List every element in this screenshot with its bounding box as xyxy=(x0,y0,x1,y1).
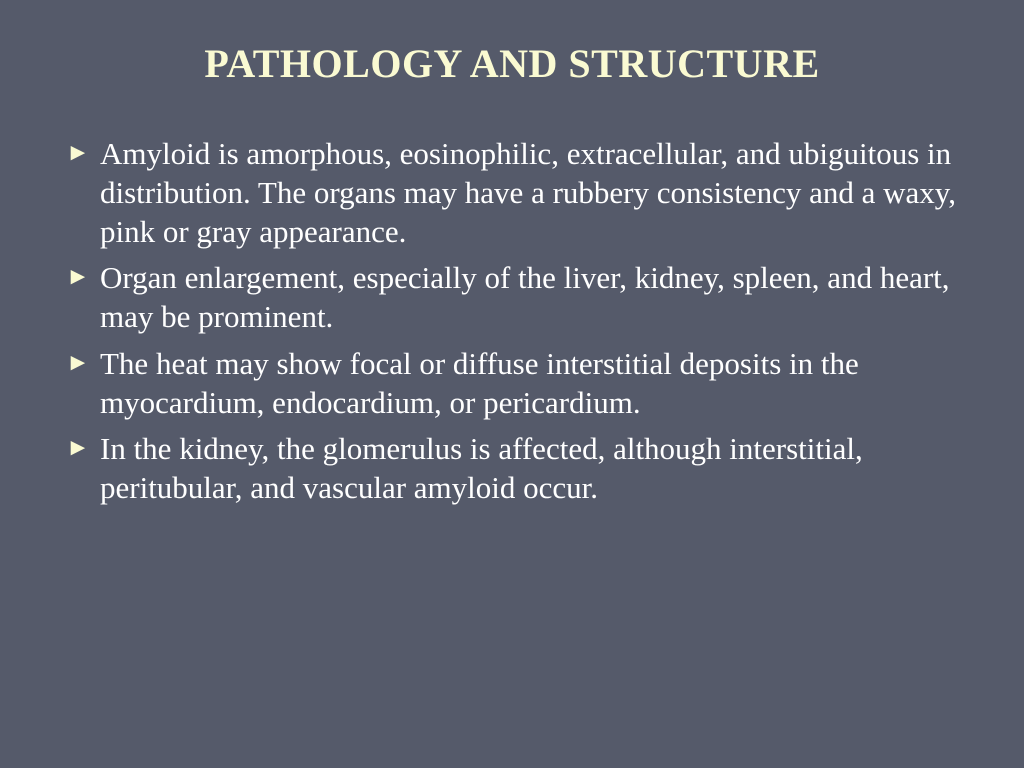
slide-title: PATHOLOGY AND STRUCTURE xyxy=(60,40,964,87)
bullet-item: In the kidney, the glomerulus is affecte… xyxy=(66,430,958,508)
bullet-list: Amyloid is amorphous, eosinophilic, extr… xyxy=(60,135,964,508)
slide: PATHOLOGY AND STRUCTURE Amyloid is amorp… xyxy=(0,0,1024,768)
bullet-item: Organ enlargement, especially of the liv… xyxy=(66,259,958,337)
bullet-item: The heat may show focal or diffuse inter… xyxy=(66,345,958,423)
bullet-item: Amyloid is amorphous, eosinophilic, extr… xyxy=(66,135,958,251)
